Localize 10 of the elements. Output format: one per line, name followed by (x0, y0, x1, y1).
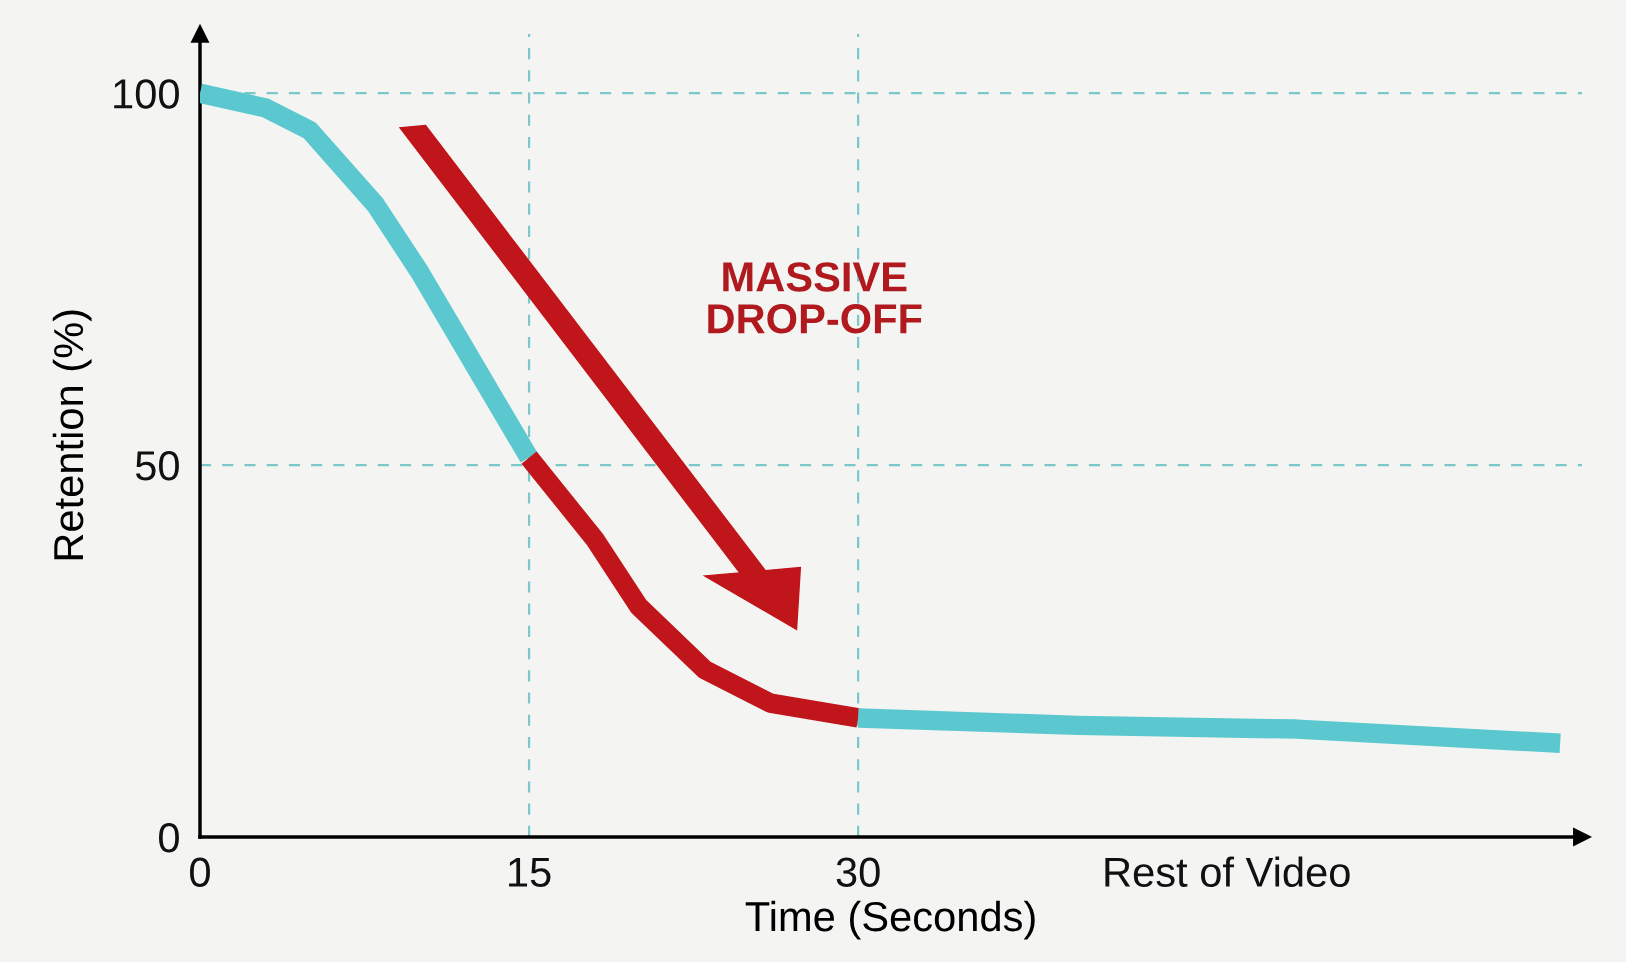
y-tick-label: 0 (159, 822, 179, 853)
x-tick-label: 15 (509, 857, 551, 887)
x-tick-label: Rest of Video (1105, 856, 1350, 887)
x-tick-label: 0 (190, 857, 210, 887)
y-tick-label: 100 (114, 79, 179, 109)
y-axis-title: Retention (%) (52, 310, 92, 560)
x-tick-label: 30 (836, 857, 880, 887)
annotation: MASSIVE DROP-OFF (708, 262, 922, 334)
x-axis-title: Time (Seconds) (745, 900, 1035, 940)
y-tick-label: 50 (135, 451, 179, 481)
